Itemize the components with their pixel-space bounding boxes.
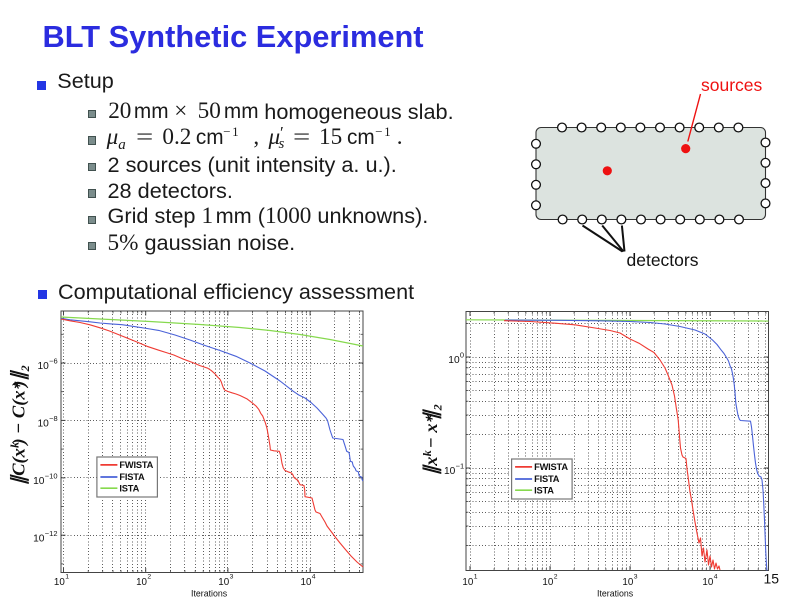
- svg-text:∗: ∗: [12, 381, 23, 390]
- svg-text:FWISTA: FWISTA: [534, 462, 568, 472]
- svg-text:10: 10: [301, 577, 312, 588]
- svg-text:−12: −12: [45, 529, 58, 538]
- svg-text:Iterations: Iterations: [597, 589, 634, 599]
- svg-text:FISTA: FISTA: [119, 472, 145, 482]
- svg-text:Iterations: Iterations: [191, 589, 228, 599]
- svg-text:FISTA: FISTA: [534, 474, 560, 484]
- svg-text:−6: −6: [49, 357, 58, 366]
- svg-text:1: 1: [65, 573, 69, 580]
- svg-text:10: 10: [218, 577, 229, 588]
- svg-text:10: 10: [622, 577, 633, 588]
- svg-text:2: 2: [554, 573, 558, 580]
- svg-text:0: 0: [460, 351, 464, 360]
- svg-text:−1: −1: [456, 462, 465, 471]
- svg-text:k: k: [420, 450, 434, 456]
- svg-text:4: 4: [312, 573, 316, 580]
- svg-text:10: 10: [542, 577, 553, 588]
- svg-text:ISTA: ISTA: [119, 483, 139, 493]
- svg-text:10: 10: [54, 577, 65, 588]
- svg-text:detectors: detectors: [627, 250, 699, 270]
- svg-text:10: 10: [38, 419, 50, 430]
- svg-text:sources: sources: [701, 75, 763, 95]
- svg-text:−8: −8: [49, 414, 58, 423]
- svg-text:1: 1: [474, 573, 478, 580]
- svg-text:10: 10: [33, 476, 45, 487]
- svg-text:10: 10: [444, 466, 456, 477]
- svg-text:3: 3: [230, 573, 234, 580]
- svg-text:3: 3: [634, 573, 638, 580]
- svg-text:∥C(x ) − C(x )∥: ∥C(x ) − C(x )∥: [9, 370, 30, 485]
- svg-text:k: k: [8, 442, 22, 448]
- svg-text:∗: ∗: [425, 414, 436, 423]
- svg-text:10: 10: [448, 355, 460, 366]
- svg-text:10: 10: [38, 361, 50, 372]
- svg-text:10: 10: [702, 577, 713, 588]
- svg-text:∥x − x ∥: ∥x − x ∥: [421, 409, 442, 475]
- svg-text:10: 10: [136, 577, 147, 588]
- svg-text:2: 2: [18, 365, 32, 372]
- svg-text:10: 10: [462, 577, 473, 588]
- svg-text:4: 4: [714, 573, 718, 580]
- svg-text:2: 2: [431, 404, 445, 411]
- svg-text:10: 10: [33, 533, 45, 544]
- svg-text:2: 2: [147, 573, 151, 580]
- svg-text:FWISTA: FWISTA: [119, 460, 153, 470]
- svg-text:−10: −10: [45, 472, 58, 481]
- svg-text:ISTA: ISTA: [534, 485, 554, 495]
- svg-text:15: 15: [764, 570, 780, 586]
